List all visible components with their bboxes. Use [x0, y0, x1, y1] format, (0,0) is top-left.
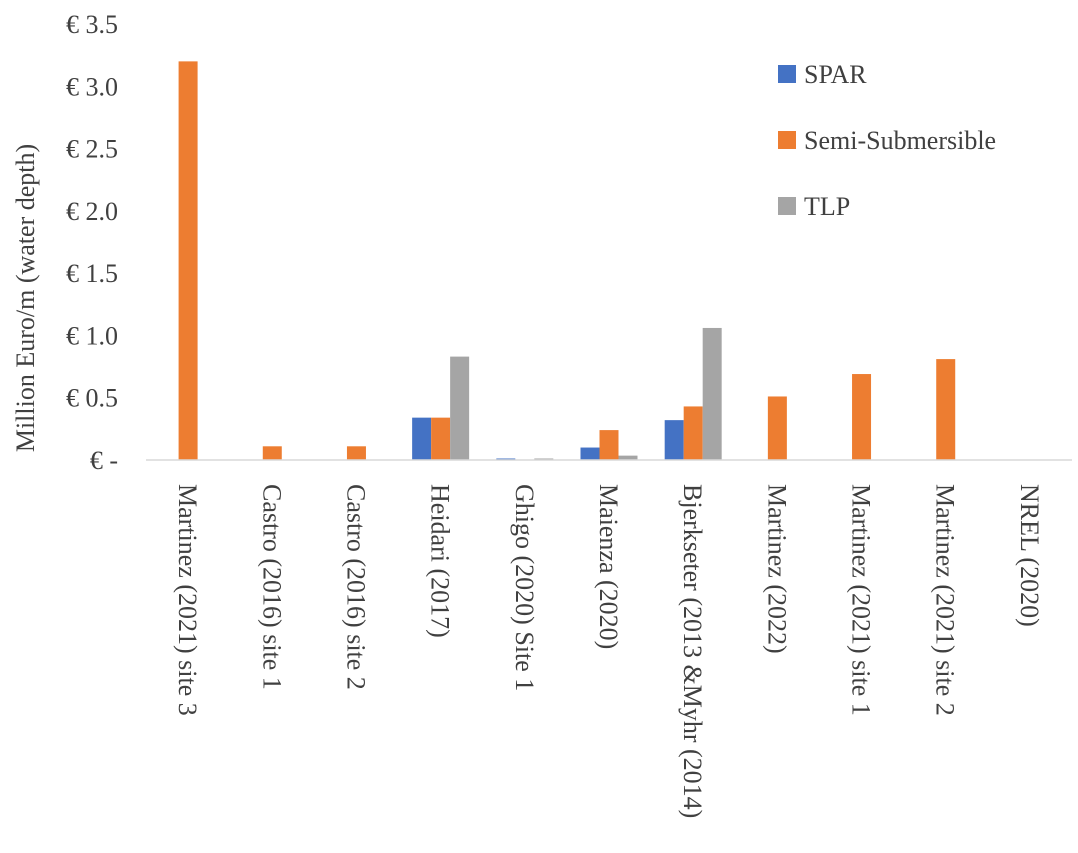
bar-semi-submersible [178, 61, 198, 460]
legend-swatch [778, 131, 796, 149]
y-tick-label: € 0.5 [66, 384, 118, 413]
y-tick-label: € 2.5 [66, 135, 118, 164]
x-category-label: Martinez (2021) site 3 [173, 484, 202, 716]
x-category-label: Castro (2016) site 1 [257, 484, 286, 690]
x-category-label: Bjerkseter (2013 &Myhr (2014) [678, 484, 707, 818]
y-tick-label: € 3.5 [66, 10, 118, 39]
bar-semi-submersible [767, 396, 787, 460]
legend-label: Semi-Submersible [804, 126, 996, 155]
legend-label: SPAR [804, 60, 867, 89]
y-tick-label: € 1.0 [66, 321, 118, 350]
y-tick-label: € 3.0 [66, 72, 118, 101]
bar-semi-submersible [852, 374, 872, 460]
bar-semi-submersible [262, 446, 282, 460]
y-tick-label: € 2.0 [66, 197, 118, 226]
y-tick-label: € - [90, 446, 118, 475]
legend: SPAR Semi-Submersible TLP [778, 60, 996, 221]
x-category-label: Castro (2016) site 2 [341, 484, 370, 690]
y-tick-label: € 1.5 [66, 259, 118, 288]
bar-tlp [618, 455, 638, 460]
x-category-label: Martinez (2021) site 1 [847, 484, 876, 716]
x-category-label: Heidari (2017) [426, 484, 455, 638]
x-category-label: Martinez (2022) [762, 484, 791, 654]
x-category-label: Martinez (2021) site 2 [931, 484, 960, 716]
y-axis-title: Million Euro/m (water depth) [11, 144, 40, 452]
bar-semi-submersible [346, 446, 366, 460]
legend-label: TLP [804, 192, 850, 221]
y-axis-tick-labels: € - € 0.5 € 1.0 € 1.5 € 2.0 € 2.5 € 3.0 € 3.5 [66, 10, 118, 475]
bar-spar [580, 447, 600, 460]
bar-semi-submersible [683, 406, 703, 460]
bar-semi-submersible [936, 359, 956, 460]
bar-semi-submersible [431, 417, 451, 460]
bar-semi-submersible [599, 430, 619, 460]
legend-swatch [778, 197, 796, 215]
x-category-label: NREL (2020) [1015, 484, 1044, 627]
bar-spar [664, 420, 684, 460]
legend-swatch [778, 65, 796, 83]
x-category-label: Maienza (2020) [594, 484, 623, 649]
bars [178, 61, 956, 460]
bar-tlp [450, 356, 470, 460]
category-labels: Martinez (2021) site 3 Castro (2016) site… [173, 484, 1044, 818]
bar-tlp [702, 327, 722, 460]
x-category-label: Ghigo (2020) Site 1 [510, 484, 539, 691]
bar-spar [412, 417, 432, 460]
